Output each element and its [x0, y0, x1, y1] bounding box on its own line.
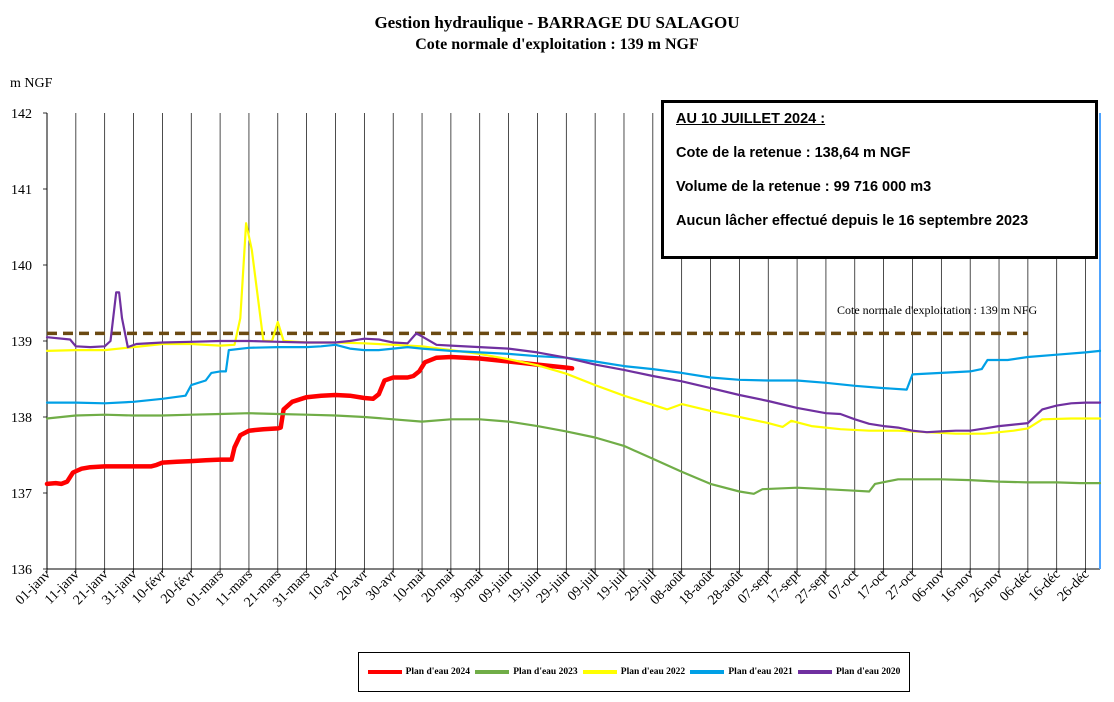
info-box-heading: AU 10 JUILLET 2024 : [676, 111, 826, 127]
y-tick-label: 140 [11, 259, 32, 274]
legend-item-2022: Plan d'eau 2022 [582, 667, 686, 677]
legend-item-2024: Plan d'eau 2024 [367, 667, 470, 677]
legend-swatch-2020 [797, 670, 832, 674]
x-tick-label: 26-nov [967, 567, 1006, 606]
x-tick-label: 16-déc [1026, 567, 1064, 605]
x-tick-label: 26-déc [1055, 567, 1093, 605]
y-tick-label: 136 [11, 563, 32, 578]
series-line-2021 [45, 343, 1102, 405]
y-tick-label: 139 [11, 335, 32, 350]
info-box-line-cote: Cote de la retenue : 138,64 m NGF [676, 145, 911, 161]
legend: Plan d'eau 2024 Plan d'eau 2023 Plan d'e… [358, 652, 910, 692]
series-line-2020 [45, 291, 1102, 434]
y-tick-label: 138 [11, 411, 32, 426]
legend-label-2020: Plan d'eau 2020 [835, 667, 901, 677]
info-box: AU 10 JUILLET 2024 : Cote de la retenue … [661, 100, 1098, 259]
chart-subtitle: Cote normale d'exploitation : 139 m NGF [415, 36, 699, 53]
legend-label-2021: Plan d'eau 2021 [728, 667, 793, 677]
legend-label-2023: Plan d'eau 2023 [513, 667, 578, 677]
x-tick-label: 20-avr [335, 567, 372, 604]
reference-line-label: Cote normale d'exploitation : 139 m NFG [837, 303, 1038, 317]
info-box-line-volume: Volume de la retenue : 99 716 000 m3 [676, 179, 932, 195]
legend-swatch-2022 [582, 670, 617, 674]
series-line-2023 [45, 412, 1102, 495]
y-tick-label: 137 [11, 487, 32, 502]
legend-label-2022: Plan d'eau 2022 [620, 667, 686, 677]
series-line-2024 [44, 354, 575, 487]
x-tick-label: 29-juin [534, 567, 573, 606]
y-tick-label: 141 [11, 183, 32, 198]
info-box-line-lacher: Aucun lâcher effectué depuis le 16 septe… [676, 213, 1029, 229]
legend-label-2024: Plan d'eau 2024 [405, 667, 470, 677]
legend-swatch-2024 [367, 670, 402, 674]
legend-item-2020: Plan d'eau 2020 [797, 667, 901, 677]
series-line-2022 [45, 222, 1102, 435]
x-tick-label: 17-oct [855, 567, 891, 603]
x-tick-label: 10-avr [306, 567, 343, 604]
legend-swatch-2021 [690, 670, 725, 674]
legend-item-2021: Plan d'eau 2021 [690, 667, 793, 677]
x-tick-label: 07-oct [826, 567, 862, 603]
chart-title: Gestion hydraulique - BARRAGE DU SALAGOU [374, 13, 740, 32]
y-axis-label: m NGF [10, 76, 53, 91]
legend-item-2023: Plan d'eau 2023 [475, 667, 578, 677]
x-tick-label: 06-déc [997, 567, 1035, 605]
x-tick-label: 09-juil [565, 567, 602, 604]
y-tick-label: 142 [11, 107, 32, 122]
legend-swatch-2023 [475, 670, 510, 674]
x-tick-label: 19-juil [594, 567, 631, 604]
